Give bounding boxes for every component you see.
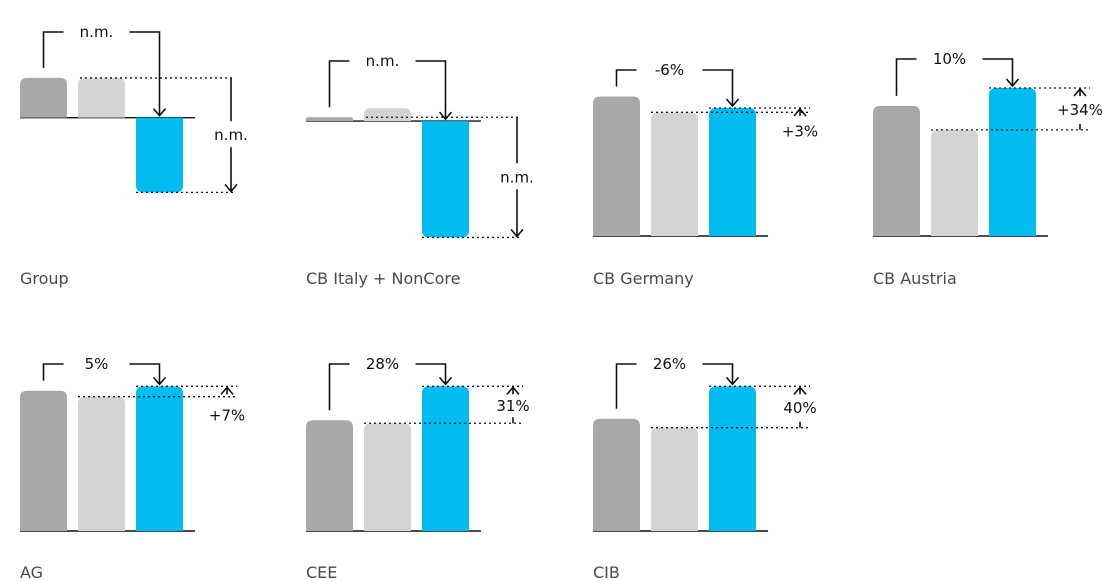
segment-label: CB Germany (593, 269, 694, 288)
bracket-right (415, 60, 447, 120)
qoq-arrowhead (793, 386, 807, 395)
bracket-left (328, 60, 350, 108)
bar-current (422, 386, 469, 531)
qoq-arrowhead (1073, 87, 1087, 97)
bracket-left (615, 69, 637, 87)
qoq-label-bg (491, 163, 543, 190)
qoq-arrowhead (224, 183, 238, 193)
bracket-arrowhead (725, 98, 740, 108)
bar-prev-quarter (78, 77, 125, 118)
yoy-change-label: 10% (933, 50, 966, 68)
qoq-arrowhead (220, 386, 234, 395)
bar-prev-quarter (651, 427, 698, 531)
segment-label: CB Austria (873, 269, 957, 288)
bracket-arrowhead (438, 111, 453, 121)
bracket-left (328, 363, 350, 411)
bar-prev-quarter (78, 396, 125, 531)
bar-current (136, 117, 183, 193)
yoy-change-label: 5% (85, 355, 109, 373)
yoy-change-label: 28% (366, 355, 399, 373)
bracket-arrowhead (152, 108, 167, 117)
yoy-change-label: n.m. (366, 52, 400, 70)
bar-current (709, 386, 756, 531)
chart-panel: 10% +34% CB Austria (873, 50, 1102, 288)
bar-current (422, 121, 469, 238)
bracket-left (895, 58, 917, 96)
bar-prev-year (306, 420, 353, 531)
segment-label: CEE (306, 563, 337, 581)
segment-label: CB Italy + NonCore (306, 269, 460, 288)
bar-prev-year (593, 418, 640, 531)
chart-panel: n.m. n.m. CB Italy + NonCore (306, 52, 543, 288)
bracket-arrowhead (1005, 78, 1020, 88)
bracket-left (42, 31, 64, 68)
qoq-change-label: 40% (783, 399, 816, 417)
chart-panel: n.m. n.m. Group (20, 23, 257, 288)
qoq-arrowhead (510, 228, 524, 238)
bar-prev-year (306, 117, 353, 122)
bracket-right (702, 69, 734, 107)
segment-label: Group (20, 269, 69, 288)
qoq-label-bg (205, 121, 257, 148)
yoy-change-label: -6% (655, 61, 684, 79)
qoq-arrowhead (506, 386, 520, 395)
qoq-change-label: +7% (209, 407, 245, 425)
bracket-arrowhead (438, 376, 453, 386)
bracket-right (129, 363, 161, 385)
bar-current (709, 108, 756, 236)
bracket-arrowhead (725, 376, 740, 386)
bar-current (989, 87, 1036, 236)
chart-panel: 5% +7% AG (20, 355, 245, 581)
qoq-change-label: n.m. (214, 126, 248, 144)
chart-panel: 28% 31% CEE (306, 355, 530, 581)
bracket-right (415, 363, 447, 385)
bar-prev-year (20, 77, 67, 118)
bracket-right (129, 31, 161, 116)
bracket-left (42, 363, 64, 381)
bracket-arrowhead (152, 376, 167, 386)
segment-label: CIB (593, 563, 620, 581)
bracket-left (615, 363, 637, 409)
qoq-change-label: +34% (1057, 101, 1102, 119)
chart-panel: 26% 40% CIB (593, 355, 817, 581)
bar-current (136, 386, 183, 531)
bar-prev-year (873, 105, 920, 237)
qoq-change-label: n.m. (500, 168, 534, 186)
yoy-change-label: n.m. (80, 23, 114, 41)
bar-prev-quarter (931, 129, 978, 236)
segment-label: AG (20, 563, 43, 581)
yoy-change-label: 26% (653, 355, 686, 373)
bar-prev-year (593, 96, 640, 236)
chart-panel: -6% +3% CB Germany (593, 61, 818, 288)
qoq-change-label: 31% (496, 397, 529, 415)
bracket-right (982, 58, 1014, 86)
bar-prev-quarter (364, 423, 411, 531)
bracket-right (702, 363, 734, 385)
qoq-change-label: +3% (782, 122, 818, 140)
bar-prev-year (20, 390, 67, 531)
bar-prev-quarter (364, 108, 411, 122)
bar-prev-quarter (651, 112, 698, 236)
